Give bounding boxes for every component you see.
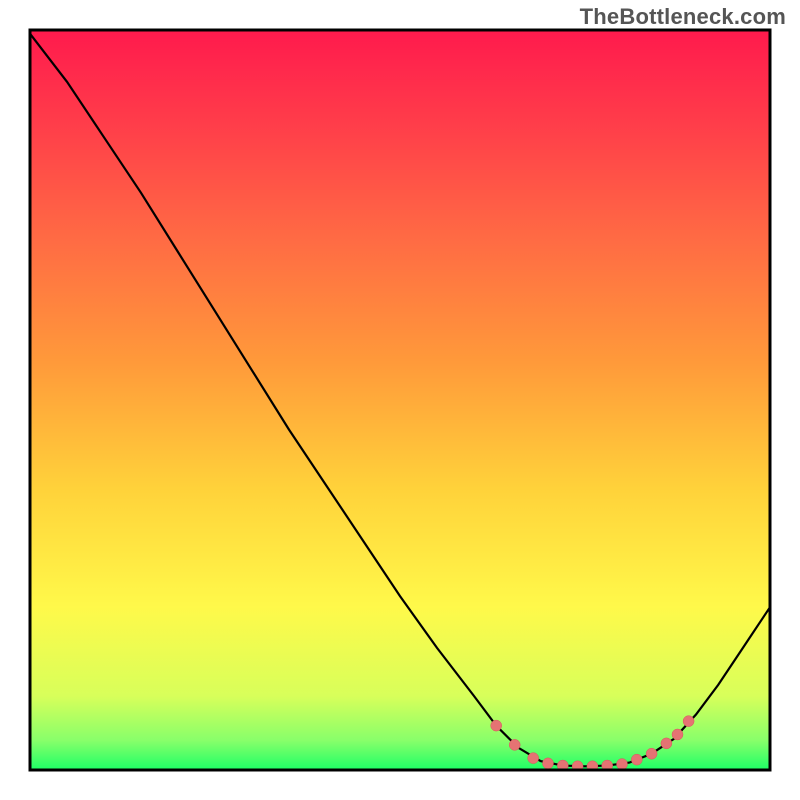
marker-dot bbox=[672, 729, 683, 740]
chart-background bbox=[30, 30, 770, 770]
marker-dot bbox=[543, 758, 554, 769]
marker-dot bbox=[528, 753, 539, 764]
marker-dot bbox=[661, 738, 672, 749]
marker-dot bbox=[617, 759, 628, 770]
marker-dot bbox=[646, 748, 657, 759]
marker-dot bbox=[491, 720, 502, 731]
chart-frame: TheBottleneck.com bbox=[0, 0, 800, 800]
marker-dot bbox=[683, 716, 694, 727]
marker-dot bbox=[509, 739, 520, 750]
marker-dot bbox=[631, 754, 642, 765]
bottleneck-chart bbox=[0, 0, 800, 800]
